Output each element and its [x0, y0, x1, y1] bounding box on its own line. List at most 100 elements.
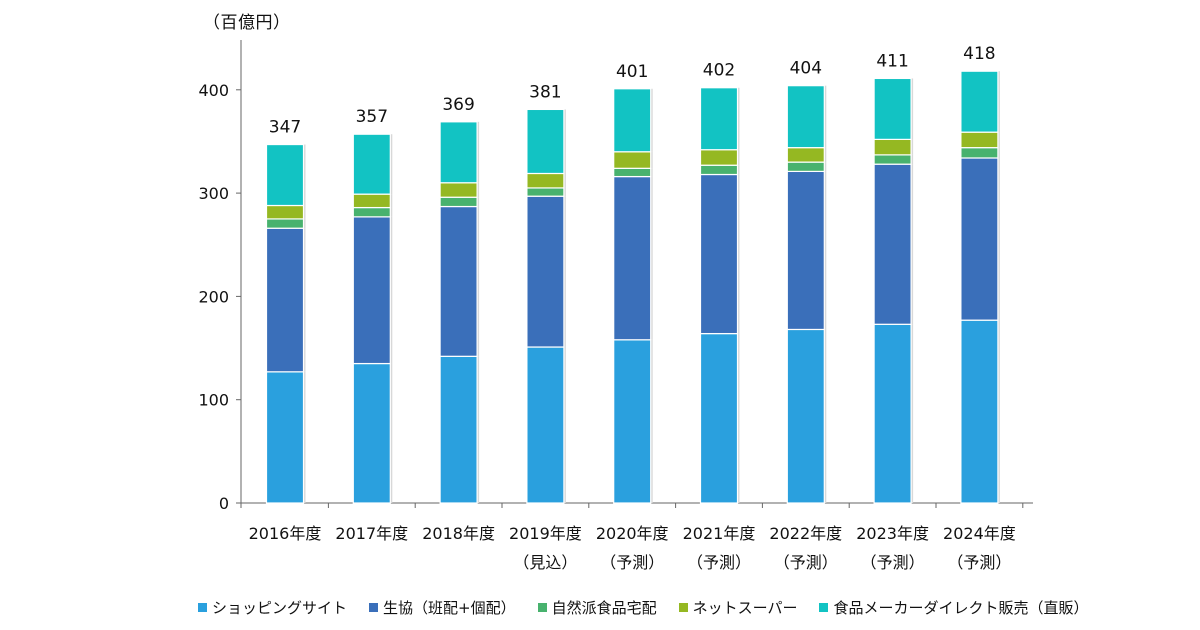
bar-stack — [873, 77, 914, 504]
x-tick-sublabel: （予測） — [947, 553, 1011, 572]
bar-segment — [265, 371, 305, 504]
legend-label: ネットスーパー — [692, 599, 798, 617]
bar-segment — [526, 108, 565, 175]
bar-segment — [439, 121, 478, 184]
bar-segment — [352, 206, 391, 218]
bar-segment — [699, 164, 739, 176]
total-data-label: 404 — [790, 59, 822, 79]
x-tick-label: 2024年度 — [943, 524, 1016, 543]
total-data-label: 402 — [703, 61, 735, 81]
bar-segment — [786, 328, 825, 504]
bar-segment — [526, 172, 565, 189]
legend-item: ショッピングサイト — [198, 597, 347, 618]
bar-segment — [352, 193, 391, 209]
bar-stack — [786, 85, 827, 504]
legend-item: 食品メーカーダイレクト販売（直販） — [819, 597, 1088, 618]
bar-segment — [613, 88, 652, 153]
total-data-label: 369 — [442, 95, 474, 115]
bar-segment — [699, 332, 739, 504]
bar-segment — [439, 182, 478, 198]
legend-label: ショッピングサイト — [212, 599, 348, 617]
total-data-label: 418 — [963, 44, 995, 64]
legend-swatch — [819, 603, 829, 612]
x-tick-label: 2023年度 — [856, 524, 929, 543]
bar-segment — [873, 154, 912, 165]
legend-item: 自然派食品宅配 — [537, 597, 657, 618]
bar-segment — [265, 218, 305, 229]
total-data-label: 357 — [356, 107, 388, 127]
bar-segment — [526, 195, 565, 348]
y-tick-label: 100 — [198, 391, 229, 410]
bar-segment — [786, 170, 825, 331]
legend-swatch — [537, 603, 547, 612]
bar-segment — [699, 173, 739, 335]
bar-segment — [699, 149, 739, 166]
legend-swatch — [369, 603, 379, 612]
bar-segment — [873, 163, 912, 325]
bar-segment — [786, 161, 825, 173]
bar-segment — [265, 227, 305, 373]
x-tick-label: 2020年度 — [596, 524, 669, 543]
bar-segment — [439, 355, 478, 504]
bar-segment — [786, 85, 825, 149]
x-tick-sublabel: （予測） — [687, 553, 751, 572]
legend-item: ネットスーパー — [678, 597, 798, 618]
x-tick-label: 2021年度 — [683, 524, 756, 543]
total-data-label: 347 — [269, 118, 301, 138]
bar-segment — [613, 151, 652, 169]
x-tick-label: 2016年度 — [249, 524, 322, 543]
x-tick-label: 2019年度 — [509, 524, 582, 543]
x-tick-sublabel: （見込） — [513, 553, 577, 572]
x-tick-sublabel: （予測） — [861, 553, 925, 572]
total-data-label: 401 — [616, 62, 648, 82]
bar-stack — [526, 108, 566, 504]
bar-stack — [613, 88, 653, 504]
bar-segment — [960, 131, 999, 149]
x-tick-label: 2022年度 — [769, 524, 842, 543]
legend-label: 生協（班配+個配） — [383, 599, 516, 617]
legend-swatch — [678, 603, 688, 612]
x-tick-sublabel: （予測） — [774, 553, 838, 572]
x-tick-sublabel: （予測） — [600, 553, 664, 572]
bar-segment — [265, 204, 305, 220]
bar-segment — [786, 147, 825, 163]
legend-label: 食品メーカーダイレクト販売（直販） — [833, 599, 1089, 617]
legend: ショッピングサイト 生協（班配+個配） 自然派食品宅配 ネットスーパー 食品メーカーダイ… — [198, 597, 1110, 618]
bar-segment — [613, 339, 652, 504]
bar-segment — [265, 143, 305, 207]
y-tick-label: 400 — [198, 81, 229, 100]
bar-segment — [352, 216, 391, 365]
bar-segment — [873, 77, 912, 140]
x-tick-label: 2018年度 — [422, 524, 495, 543]
bar-segment — [960, 70, 999, 133]
bar-segment — [526, 187, 565, 197]
bar-segment — [873, 323, 912, 504]
bar-segment — [439, 205, 478, 357]
legend-swatch — [198, 603, 207, 612]
x-tick-label: 2017年度 — [335, 524, 408, 543]
legend-label: 自然派食品宅配 — [551, 599, 657, 617]
bar-segment — [352, 133, 391, 195]
labels: 0 100 200 300 400 347 2016年度 357 2017年度 369 2018年度… — [198, 44, 1015, 572]
bar-segment — [699, 87, 739, 151]
bar-stack — [439, 121, 480, 504]
y-tick-label: 200 — [198, 287, 229, 306]
y-tick-label: 0 — [219, 494, 229, 513]
bar-stack — [699, 87, 740, 504]
y-tick-label: 300 — [198, 184, 229, 203]
bars — [265, 70, 1000, 504]
bar-segment — [352, 362, 391, 504]
bar-segment — [960, 147, 999, 159]
bar-segment — [960, 319, 999, 504]
bar-stack — [265, 143, 306, 504]
total-data-label: 411 — [876, 51, 908, 71]
bar-segment — [873, 138, 912, 156]
total-data-label: 381 — [529, 82, 561, 102]
bar-stack — [352, 133, 393, 504]
y-axis-unit-label: （百億円） — [203, 13, 291, 33]
bar-segment — [960, 157, 999, 321]
bar-segment — [613, 167, 652, 178]
bar-segment — [526, 346, 565, 504]
bar-segment — [439, 196, 478, 208]
